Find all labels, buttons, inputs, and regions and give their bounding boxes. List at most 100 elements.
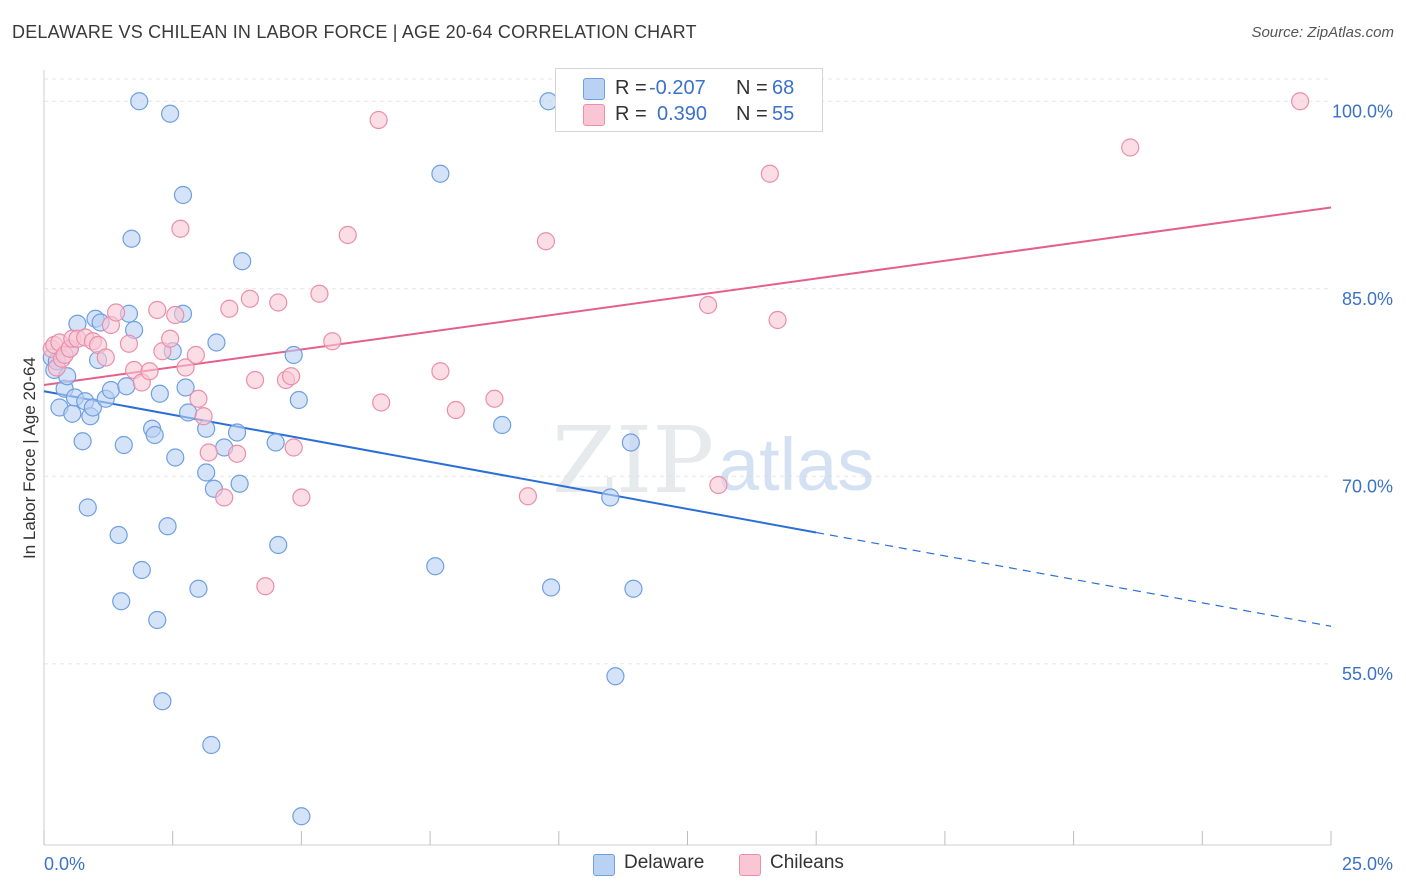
chileans-point	[140, 362, 159, 381]
delaware-trend-extension	[816, 531, 1332, 627]
chileans-point	[256, 577, 275, 596]
n-value: 68	[772, 77, 795, 99]
delaware-point	[173, 185, 193, 205]
delaware-point	[101, 380, 121, 400]
chileans-trend-line	[43, 206, 1332, 386]
delaware-point	[153, 692, 172, 711]
delaware-point	[161, 104, 180, 123]
chileans-point	[518, 487, 538, 506]
chileans-point	[292, 488, 311, 507]
delaware-point	[431, 164, 450, 183]
chileans-point	[176, 358, 195, 377]
chileans-point	[431, 362, 450, 381]
chart-title: DELAWARE VS CHILEAN IN LABOR FORCE | AGE…	[12, 22, 697, 42]
delaware-point	[189, 579, 208, 598]
correlation-legend: R = -0.207 N = 68 R = 0.390 N = 55	[555, 68, 823, 132]
n-label: N =	[736, 77, 768, 99]
grid-lines	[44, 78, 1331, 665]
delaware-point	[230, 474, 249, 493]
chileans-point	[284, 438, 303, 457]
chileans-point	[323, 332, 342, 351]
delaware-point	[166, 448, 185, 467]
chileans-point	[240, 289, 260, 308]
chileans-point	[485, 389, 504, 408]
delaware-point	[269, 535, 288, 555]
chileans-point	[119, 334, 139, 353]
chileans-point	[106, 303, 126, 322]
chileans-point	[161, 329, 180, 348]
chileans-point	[189, 389, 208, 408]
delaware-point	[150, 384, 169, 403]
chileans-point	[709, 475, 728, 495]
chileans-point	[269, 293, 288, 312]
delaware-point	[541, 578, 561, 597]
x-tick-label: 25.0%	[1342, 854, 1393, 874]
chileans-point	[199, 443, 218, 462]
legend-label: Delaware	[624, 852, 705, 873]
chileans-point	[1121, 138, 1140, 157]
delaware-point	[284, 345, 303, 365]
delaware-point	[197, 463, 216, 482]
delaware-point	[117, 377, 136, 396]
chileans-swatch	[739, 854, 761, 876]
chileans-point	[768, 310, 787, 330]
delaware-point	[601, 488, 620, 507]
delaware-point	[289, 390, 308, 410]
chileans-point	[372, 393, 391, 412]
chileans-point	[148, 300, 167, 320]
chileans-point	[186, 345, 205, 365]
y-axis-label: In Labor Force | Age 20-64	[20, 357, 39, 559]
chileans-point	[96, 348, 115, 367]
delaware-point	[266, 433, 285, 452]
x-tick-label: 0.0%	[44, 854, 85, 874]
legend-label: Chileans	[770, 852, 844, 873]
delaware-point	[207, 333, 226, 352]
chileans-point	[166, 305, 185, 325]
delaware-point	[227, 423, 247, 442]
n-label: N =	[736, 103, 768, 125]
axes	[43, 70, 1332, 846]
source-credit: Source: ZipAtlas.com	[1251, 24, 1394, 41]
chileans-point	[446, 400, 465, 420]
chileans-point	[310, 284, 329, 303]
delaware-point	[624, 579, 643, 598]
legend-row-chileans: R = 0.390 N = 55	[556, 102, 822, 128]
delaware-point	[112, 592, 131, 611]
tick-labels: 55.0% 70.0% 85.0% 100.0% 0.0% 25.0%	[44, 101, 1393, 874]
delaware-point	[132, 560, 151, 580]
delaware-point	[145, 425, 164, 445]
delaware-point	[233, 252, 252, 271]
legend-row-delaware: R = -0.207 N = 68	[556, 76, 822, 102]
delaware-point	[130, 92, 149, 111]
chileans-point	[227, 444, 247, 463]
delaware-point	[148, 610, 167, 630]
delaware-point	[202, 735, 221, 755]
r-label: R =	[615, 103, 647, 125]
delaware-point	[73, 432, 92, 451]
delaware-point	[426, 557, 445, 576]
chileans-swatch	[583, 104, 605, 126]
chileans-point	[171, 219, 190, 238]
delaware-point	[176, 378, 195, 397]
watermark: ZIP atlas	[552, 407, 874, 514]
chileans-point	[245, 370, 265, 390]
watermark-zip: ZIP	[552, 407, 714, 514]
r-value: -0.207	[649, 77, 706, 99]
delaware-point	[493, 415, 512, 435]
chileans-point	[760, 164, 779, 183]
delaware-swatch	[593, 854, 615, 876]
r-value: 0.390	[657, 103, 708, 125]
trend-lines	[43, 206, 1332, 627]
delaware-swatch	[583, 78, 605, 100]
y-tick-label: 100.0%	[1332, 101, 1393, 121]
chileans-point	[536, 232, 556, 251]
delaware-point	[292, 807, 311, 826]
y-tick-label: 55.0%	[1342, 664, 1393, 684]
chileans-point	[338, 225, 357, 245]
delaware-point	[83, 398, 103, 417]
delaware-point	[122, 229, 141, 248]
r-label: R =	[615, 77, 647, 99]
chileans-point	[215, 488, 234, 507]
chileans-point	[220, 299, 239, 318]
